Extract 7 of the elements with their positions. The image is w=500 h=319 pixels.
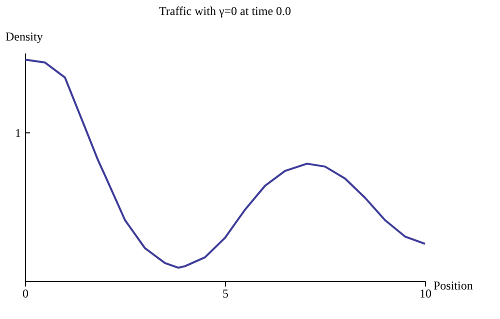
y-axis-title: Density [6,30,43,44]
x-tick-label: 10 [420,286,432,300]
x-tick-label: 0 [22,286,28,300]
x-axis-title: Position [434,278,473,292]
text: 1 [15,126,21,140]
chart-title: Traffic with γ=0 at time 0.0 [158,4,292,18]
x-tick-label: 5 [222,286,228,300]
